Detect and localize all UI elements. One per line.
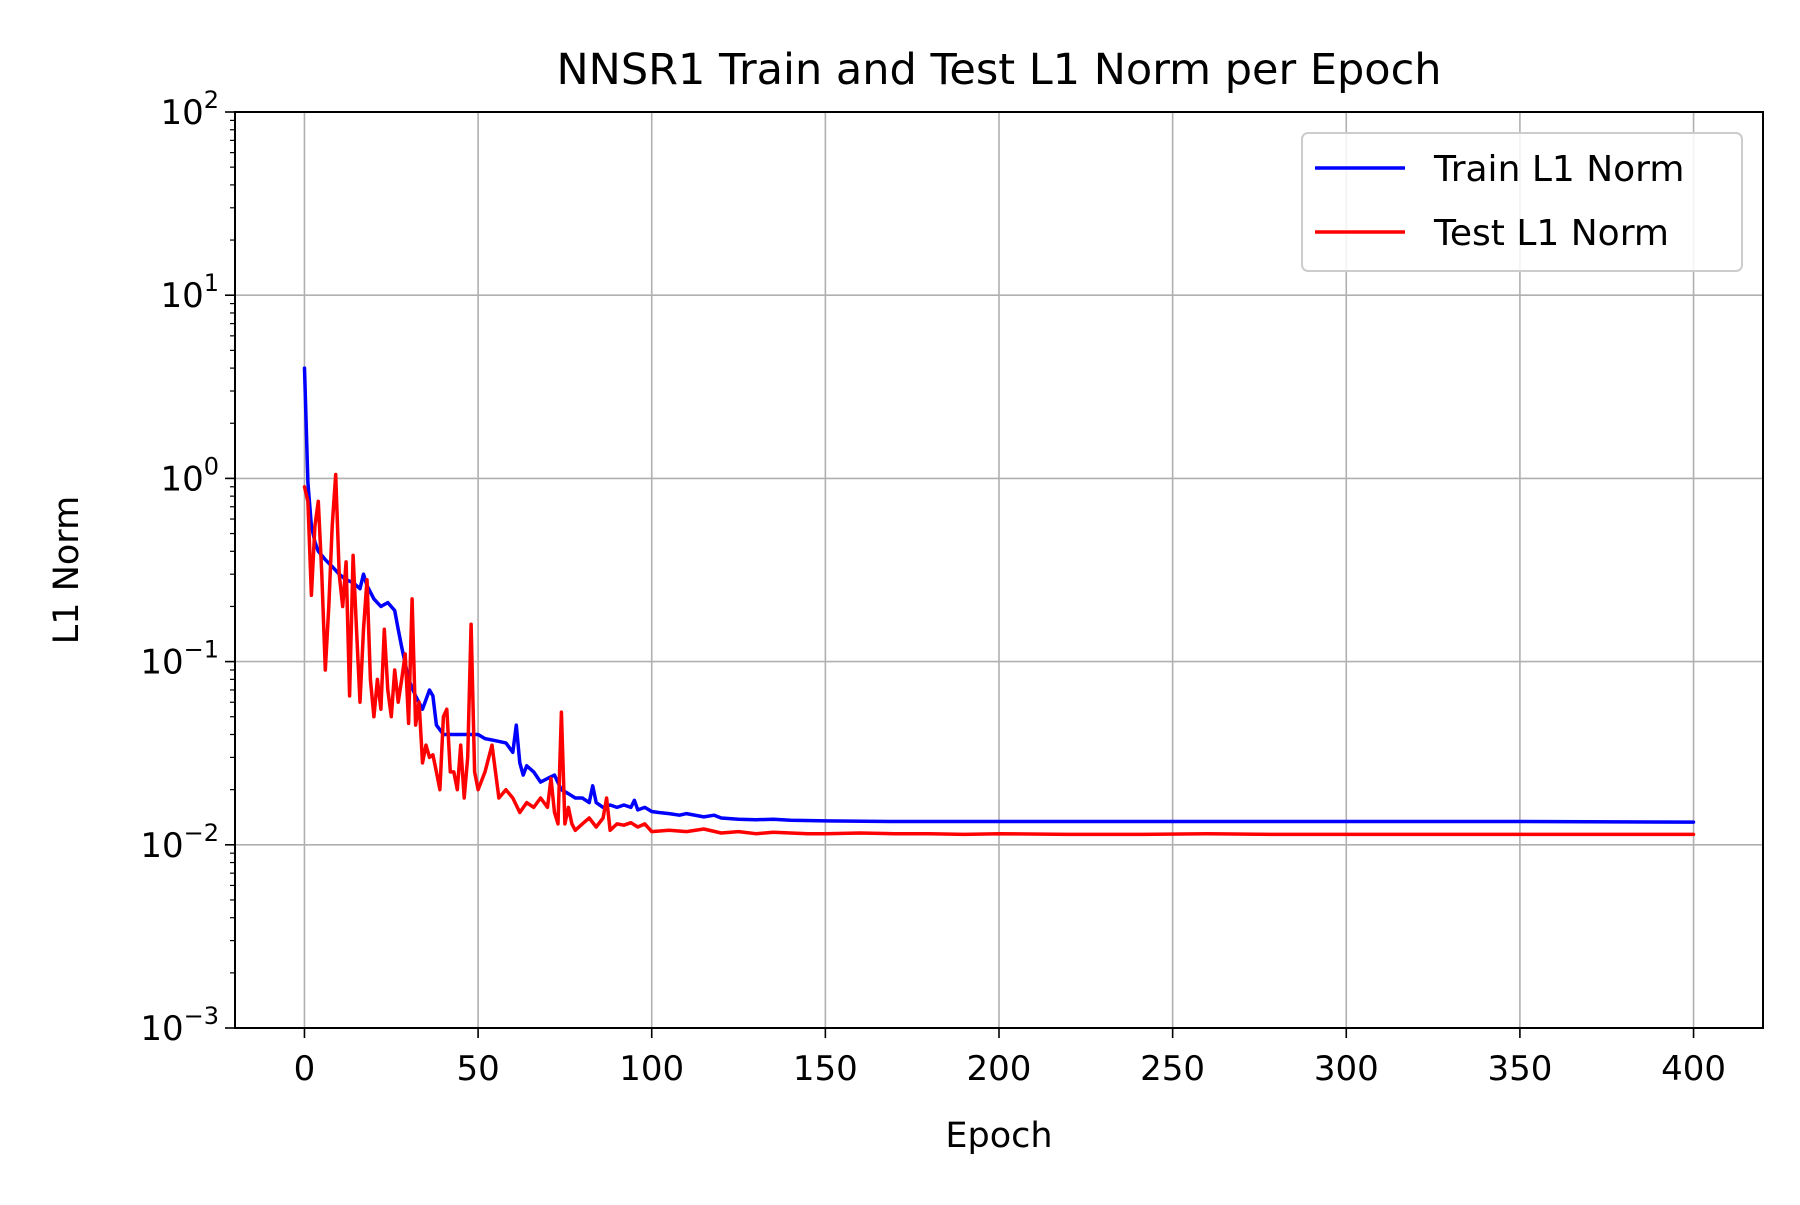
x-tick-label: 300	[1314, 1049, 1379, 1089]
y-tick-label: 10−3	[140, 1002, 219, 1049]
legend-box	[1301, 132, 1743, 272]
y-tick-label: 10−1	[140, 636, 219, 683]
legend: Train L1 Norm Test L1 Norm	[1301, 132, 1743, 272]
y-tick-label: 100	[160, 452, 219, 499]
x-tick-label: 350	[1487, 1049, 1552, 1089]
x-tick-label: 0	[294, 1049, 316, 1089]
x-axis-ticks: 0 50 100 150 200 250 300 350 400	[294, 1028, 1726, 1089]
legend-label-train: Train L1 Norm	[1433, 149, 1684, 190]
test-l1-norm-line	[302, 472, 1696, 837]
x-tick-label: 400	[1661, 1049, 1726, 1089]
legend-label-test: Test L1 Norm	[1433, 213, 1669, 254]
chart-title: NNSR1 Train and Test L1 Norm per Epoch	[557, 45, 1442, 95]
series-lines	[302, 366, 1696, 837]
y-tick-label: 101	[160, 269, 219, 316]
y-axis-ticks: 10−3 10−2 10−1 100 101 102	[140, 86, 235, 1049]
x-tick-label: 50	[456, 1049, 499, 1089]
x-tick-label: 150	[793, 1049, 858, 1089]
y-axis-label: L1 Norm	[47, 496, 87, 644]
y-tick-label: 10−2	[140, 819, 219, 866]
x-tick-label: 200	[967, 1049, 1032, 1089]
x-axis-label: Epoch	[945, 1116, 1052, 1156]
x-tick-label: 100	[619, 1049, 684, 1089]
y-tick-label: 102	[160, 86, 219, 133]
train-l1-norm-line	[302, 366, 1696, 824]
x-tick-label: 250	[1140, 1049, 1205, 1089]
